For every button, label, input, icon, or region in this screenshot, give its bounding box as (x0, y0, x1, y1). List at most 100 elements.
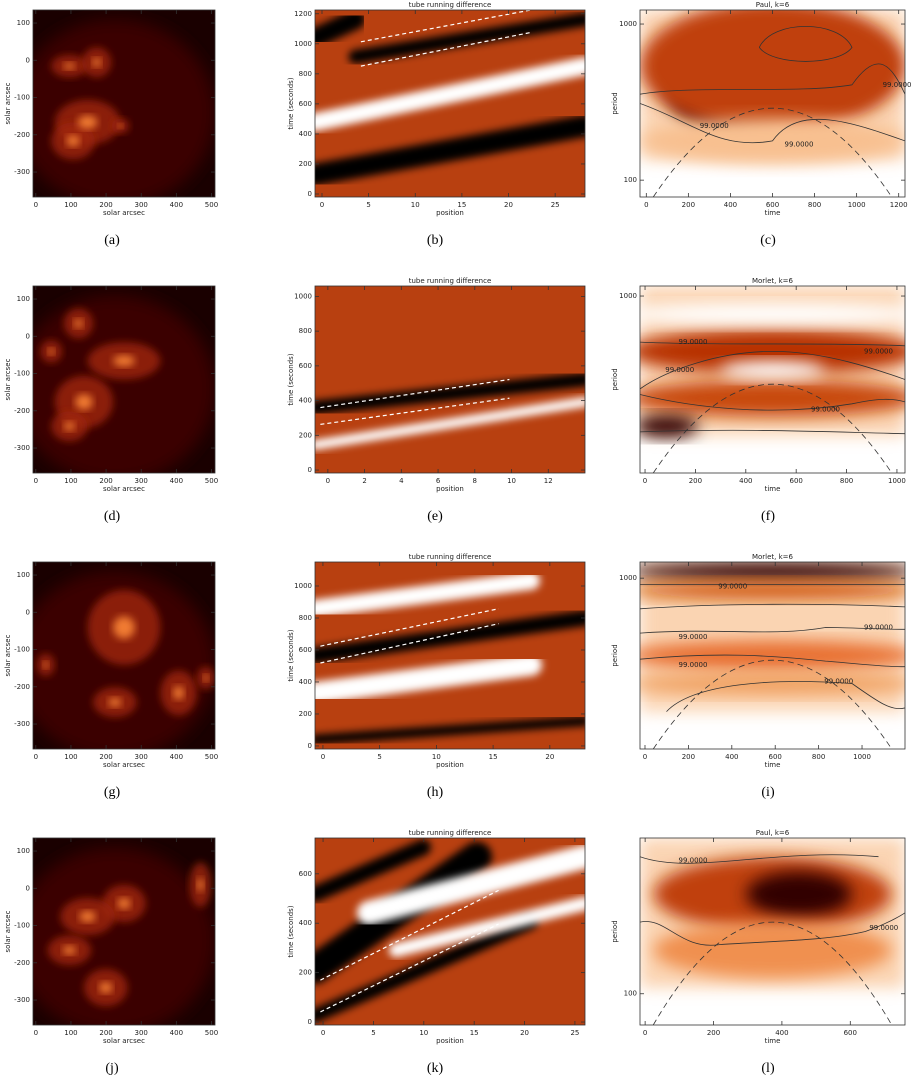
bright-core (108, 697, 122, 707)
plot-frame (314, 285, 586, 474)
power-region (640, 379, 905, 417)
x-tick-label: 800 (808, 201, 821, 209)
significance-contour (758, 26, 853, 62)
x-tick-label: 4 (399, 477, 404, 485)
x-tick-label: 100 (64, 1029, 77, 1037)
intensity-band (315, 372, 585, 415)
fit-line (320, 378, 510, 409)
image (640, 10, 905, 197)
x-axis-label: time (765, 1037, 781, 1045)
y-tick-label: 0 (26, 884, 30, 892)
plot-frame (314, 561, 586, 750)
y-axis-label: solar arcsec (4, 634, 12, 676)
y-tick-label: -300 (14, 996, 30, 1004)
disk-glow (33, 847, 215, 1025)
x-tick-label: 100 (64, 477, 77, 485)
caption: (j) (105, 1061, 119, 1076)
x-tick-label: 500 (205, 1029, 218, 1037)
power-region (640, 580, 905, 600)
image (640, 286, 905, 473)
contour-label: 99.0000 (864, 623, 893, 631)
caption: (k) (427, 1061, 444, 1076)
y-tick-label: 1000 (619, 292, 637, 300)
fit-line (320, 889, 499, 981)
power-region (640, 415, 699, 438)
y-tick-label: 100 (17, 295, 30, 303)
significance-contour (666, 681, 905, 712)
x-tick-label: 0 (643, 753, 647, 761)
y-tick-label: -200 (14, 131, 30, 139)
contour-label: 99.0000 (679, 661, 708, 669)
y-tick-label: 100 (17, 19, 30, 27)
x-tick-label: 0 (644, 201, 648, 209)
x-tick-label: 300 (135, 201, 148, 209)
significance-contour (640, 912, 905, 946)
bright-core (117, 123, 124, 129)
plot-frame (32, 837, 216, 1026)
panel: 0 100 200 300 400 500 -300 -200 -100 0 100 solar ar… (4, 561, 218, 800)
x-tick-label: 300 (135, 753, 148, 761)
panel: 99.0000 99.0000 99.0000 0 200 400 600 800 1000 12… (611, 1, 912, 248)
x-axis-label: time (765, 209, 781, 217)
y-tick-label: 200 (299, 431, 312, 439)
x-tick-label: 200 (99, 477, 112, 485)
contour-label: 99.0000 (785, 141, 814, 149)
x-tick-label: 0 (321, 753, 325, 761)
power-region (640, 672, 905, 695)
plot-frame (32, 285, 216, 474)
x-tick-label: 0 (34, 1029, 38, 1037)
panel-title: tube running difference (409, 277, 492, 285)
intensity-band (315, 839, 431, 903)
x-tick-label: 200 (99, 201, 112, 209)
bright-core (47, 348, 55, 355)
x-tick-label: 15 (470, 1029, 479, 1037)
x-tick-label: 6 (436, 477, 441, 485)
y-tick-label: 200 (299, 969, 312, 977)
x-axis-label: position (436, 485, 464, 493)
cone-of-influence (652, 383, 893, 473)
x-tick-label: 0 (34, 201, 38, 209)
y-tick-label: 600 (299, 362, 312, 370)
power-region (746, 871, 852, 917)
caption: (l) (761, 1061, 775, 1076)
y-tick-label: 100 (624, 176, 637, 184)
x-tick-label: 400 (775, 1029, 788, 1037)
y-axis-label: solar arcsec (4, 358, 12, 400)
panel: 0 100 200 300 400 500 -300 -200 -100 0 100 solar ar… (4, 285, 218, 524)
plot-frame (32, 9, 216, 198)
image (33, 286, 215, 473)
image (33, 10, 215, 197)
x-axis-label: solar arcsec (103, 761, 145, 769)
contour-label: 99.0000 (700, 122, 729, 130)
y-axis-label: period (611, 368, 619, 390)
bright-core (75, 394, 93, 410)
bright-core (77, 115, 98, 129)
x-axis-label: time (765, 761, 781, 769)
y-tick-label: 200 (299, 160, 312, 168)
intensity-band (348, 12, 585, 64)
x-tick-label: 300 (135, 1029, 148, 1037)
y-tick-label: 0 (308, 190, 312, 198)
x-tick-label: 0 (643, 477, 647, 485)
x-tick-label: 600 (844, 1029, 857, 1037)
intensity-band (315, 715, 585, 745)
y-axis-label: time (seconds) (287, 353, 295, 405)
x-tick-label: 0 (34, 477, 38, 485)
image (315, 286, 585, 473)
y-tick-label: 0 (308, 742, 312, 750)
caption: (e) (427, 509, 443, 524)
x-tick-label: 800 (840, 477, 853, 485)
intensity-band (357, 844, 585, 925)
y-tick-label: 800 (299, 70, 312, 78)
x-tick-label: 100 (64, 201, 77, 209)
x-tick-label: 400 (170, 753, 183, 761)
x-tick-label: 400 (725, 753, 738, 761)
x-tick-label: 300 (135, 477, 148, 485)
contour-label: 99.0000 (824, 678, 853, 686)
significance-contour (640, 394, 905, 411)
y-tick-label: 0 (308, 466, 312, 474)
y-axis-label: time (seconds) (287, 77, 295, 129)
x-tick-label: 500 (205, 201, 218, 209)
x-tick-label: 200 (689, 477, 702, 485)
